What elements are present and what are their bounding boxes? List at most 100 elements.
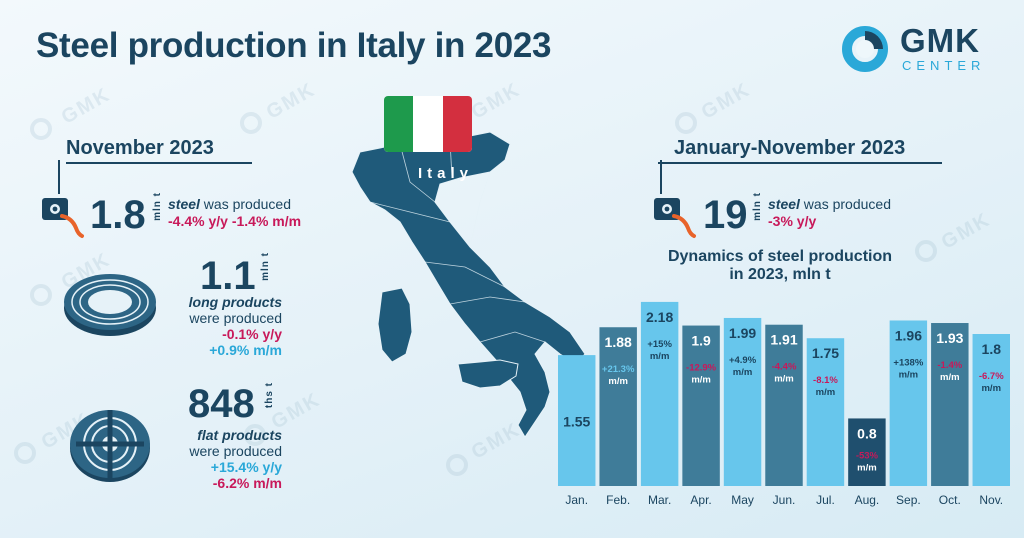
bar-value-label: 1.96 (895, 327, 922, 343)
x-tick-label: Feb. (606, 493, 630, 507)
x-tick-label: Oct. (939, 493, 961, 507)
x-tick-label: May (731, 493, 754, 507)
left-ladle-hanger (58, 160, 60, 194)
page-title: Steel production in Italy in 2023 (36, 26, 552, 65)
bar-mm-change: +21.3% (602, 364, 635, 375)
wire-coil-icon (64, 274, 156, 336)
watermark: GMK (57, 83, 115, 129)
bar-mm-unit: m/m (816, 387, 836, 398)
bar-mm-unit: m/m (733, 367, 753, 378)
bar-value-label: 0.8 (857, 425, 877, 441)
ytd-steel-label: was produced (799, 196, 891, 212)
nov-long-unit: mln t (260, 252, 271, 281)
watermark-ring-icon (244, 424, 266, 446)
bar-apr (682, 325, 720, 486)
nov-long-line2: were produced (189, 310, 282, 327)
steel-ladle-icon-ytd (654, 198, 696, 238)
bar-value-label: 2.18 (646, 309, 673, 325)
nov-long-label-em: long products (188, 294, 282, 310)
bar-mm-change: -12.9% (686, 363, 717, 374)
nov-flat-line2: were produced (189, 443, 282, 460)
bar-mm-change: -4.4% (772, 362, 797, 373)
x-tick-label: Sep. (896, 493, 921, 507)
right-section-underline (658, 162, 942, 164)
x-tick-label: Nov. (979, 493, 1003, 507)
bar-mm-change: -53% (856, 450, 879, 461)
nov-steel-value: 1.8 (90, 193, 146, 237)
production-bar-chart: 1.55Jan.1.88+21.3%m/mFeb.2.18+15%m/mMar.… (558, 301, 1010, 507)
bar-oct (931, 323, 969, 486)
bar-value-label: 1.99 (729, 325, 756, 341)
right-section-title: January-November 2023 (674, 137, 906, 159)
nov-long-yy: -0.1% y/y (222, 326, 282, 343)
left-section-title: November 2023 (66, 137, 214, 159)
bar-mm-change: -8.1% (813, 375, 838, 386)
logo-name: GMK (900, 22, 980, 59)
bar-value-label: 1.91 (770, 332, 797, 348)
right-ladle-hanger (660, 160, 662, 194)
bar-mm-change: -6.7% (979, 371, 1004, 382)
watermark: GMK (262, 78, 320, 124)
watermark-ring-icon (14, 442, 36, 464)
logo-sub: CENTER (902, 58, 986, 73)
sicily-shape (457, 359, 519, 389)
bar-jun (765, 324, 803, 486)
nov-flat-value: 848 (188, 382, 255, 426)
bar-mm-unit: m/m (857, 462, 877, 473)
x-tick-label: Apr. (690, 493, 711, 507)
nov-steel-yy: -4.4% y/y (168, 213, 228, 229)
italy-map: Italy (351, 131, 586, 438)
bar-mm-unit: m/m (899, 369, 919, 380)
chart-title-line-2: in 2023, mln t (729, 266, 831, 284)
chart-title: Dynamics of steel production in 2023, ml… (640, 248, 920, 285)
watermark-ring-icon (675, 112, 697, 134)
bar-mm-unit: m/m (940, 372, 960, 383)
nov-flat-label-em: flat products (197, 427, 282, 443)
gmk-logo: GMK CENTER (840, 22, 1000, 74)
nov-steel-unit: mln t (152, 192, 163, 221)
nov-flat-yy: +15.4% y/y (210, 459, 282, 476)
left-section-underline (66, 162, 252, 164)
bar-value-label: 1.88 (605, 334, 632, 350)
bar-mar (640, 301, 679, 486)
bar-value-label: 1.9 (691, 333, 711, 349)
watermark: GMK (697, 78, 755, 124)
bar-value-label: 1.8 (982, 341, 1002, 357)
italy-flag-icon (384, 96, 472, 152)
watermark-ring-icon (446, 454, 468, 476)
bar-sep (889, 320, 928, 486)
steel-roll-icon (70, 410, 150, 482)
chart-title-line-1: Dynamics of steel production (667, 248, 893, 265)
bar-value-label: 1.93 (936, 330, 963, 346)
watermark: GMK (937, 208, 995, 254)
bar-jul (806, 338, 845, 486)
bar-mm-unit: m/m (608, 376, 628, 387)
bar-mm-unit: m/m (774, 374, 794, 385)
bar-mm-change: +15% (647, 339, 672, 350)
mainland-shape (351, 131, 586, 438)
bar-value-label: 1.75 (812, 345, 839, 361)
watermark-ring-icon (30, 118, 52, 140)
bar-mm-change: +138% (893, 357, 923, 368)
bar-mm-change: -1.4% (937, 360, 962, 371)
sardinia-shape (377, 287, 413, 363)
x-tick-label: Jan. (565, 493, 588, 507)
nov-steel-label-em: steel (168, 196, 200, 212)
bar-mm-unit: m/m (981, 383, 1001, 394)
logo-ring-icon (842, 26, 888, 72)
steel-ladle-icon (42, 198, 84, 238)
watermark-ring-icon (915, 240, 937, 262)
ytd-steel-yy: -3% y/y (768, 213, 817, 229)
watermark-ring-icon (240, 112, 262, 134)
x-tick-label: Jul. (816, 493, 835, 507)
bar-aug (848, 418, 886, 486)
bar-nov (972, 334, 1010, 486)
nov-flat-unit: ths t (264, 382, 275, 409)
ytd-steel-label-em: steel (768, 196, 800, 212)
x-tick-label: Jun. (773, 493, 796, 507)
nov-flat-mm: -6.2% m/m (212, 475, 282, 492)
x-tick-label: Mar. (648, 493, 671, 507)
map-label: Italy (418, 165, 473, 182)
ytd-steel-value: 19 (703, 193, 748, 237)
x-tick-label: Aug. (855, 493, 880, 507)
